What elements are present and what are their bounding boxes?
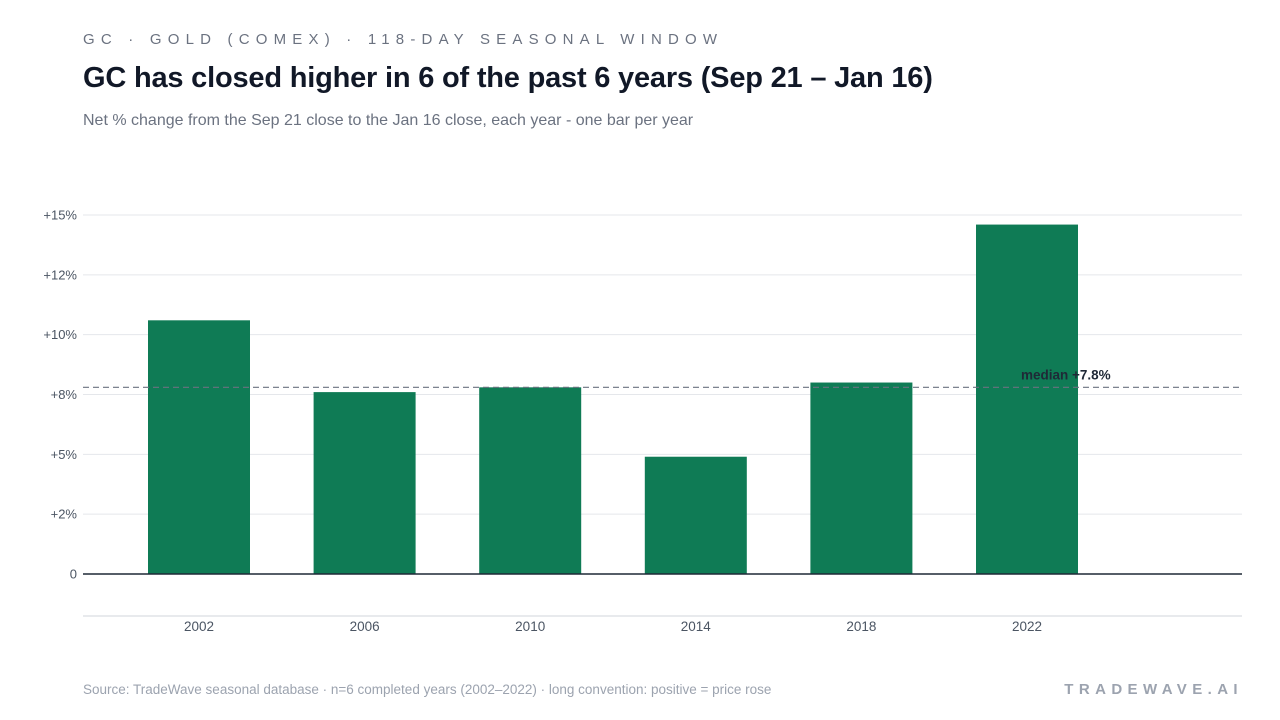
chart-title: GC has closed higher in 6 of the past 6 … [83,62,933,94]
x-tick-label: 2006 [350,619,380,634]
x-tick-label: 2002 [184,619,214,634]
y-tick-label: 0 [70,567,77,582]
y-tick-label: +10% [43,327,77,342]
chart-kicker: GC · GOLD (COMEX) · 118-DAY SEASONAL WIN… [83,31,724,48]
y-tick-label: +5% [51,447,78,462]
bar [976,224,1078,574]
x-tick-label: 2014 [681,619,712,634]
bar [810,382,913,574]
y-tick-label: +15% [43,208,77,223]
brand-logo-text: TRADEWAVE.AI [1064,681,1243,698]
x-tick-label: 2018 [846,619,876,634]
bar [148,320,250,574]
source-note: Source: TradeWave seasonal database · n=… [83,682,772,697]
bar [313,392,416,574]
chart-subtitle: Net % change from the Sep 21 close to th… [83,112,694,129]
bar [479,387,582,574]
x-tick-label: 2010 [515,619,545,634]
x-tick-label: 2022 [1012,619,1042,634]
median-label: median +7.8% [1021,367,1111,382]
y-tick-label: +2% [51,507,78,522]
bar [644,456,747,574]
y-tick-label: +12% [43,267,77,282]
y-tick-label: +8% [51,387,78,402]
bar-chart: 0 +2% +5% +8% +10% +12% +15% 2002 2006 2010 2014 20… [43,208,1242,634]
